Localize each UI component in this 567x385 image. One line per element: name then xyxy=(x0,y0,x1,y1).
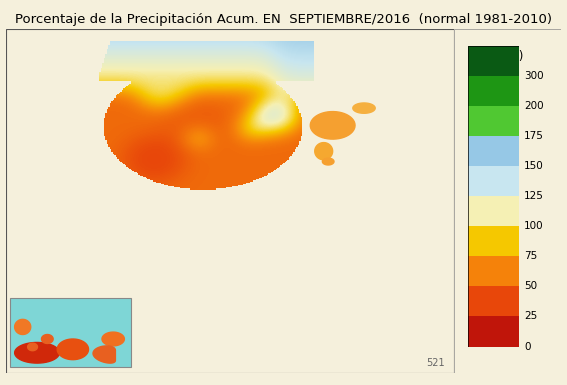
Bar xyxy=(468,46,519,76)
Text: 300: 300 xyxy=(524,71,544,81)
Polygon shape xyxy=(93,346,116,363)
Bar xyxy=(468,76,519,106)
Polygon shape xyxy=(353,103,375,113)
Polygon shape xyxy=(15,319,31,335)
Bar xyxy=(468,166,519,196)
Polygon shape xyxy=(57,339,88,360)
Text: 0: 0 xyxy=(524,341,530,352)
Text: 50: 50 xyxy=(524,281,537,291)
Polygon shape xyxy=(102,332,124,346)
Polygon shape xyxy=(310,112,355,139)
Text: 100: 100 xyxy=(524,221,544,231)
Bar xyxy=(10,298,131,367)
Text: 25: 25 xyxy=(524,311,537,321)
Bar xyxy=(468,226,519,256)
Polygon shape xyxy=(15,342,60,363)
Polygon shape xyxy=(323,158,334,165)
Text: 150: 150 xyxy=(524,161,544,171)
Polygon shape xyxy=(41,335,53,343)
Bar xyxy=(468,136,519,166)
Text: 200: 200 xyxy=(524,101,544,111)
Polygon shape xyxy=(315,142,333,160)
Bar xyxy=(468,256,519,286)
Bar xyxy=(468,286,519,316)
Text: (%): (%) xyxy=(503,50,523,62)
Polygon shape xyxy=(28,343,37,351)
Text: 521: 521 xyxy=(426,358,445,368)
Text: 75: 75 xyxy=(524,251,537,261)
Bar xyxy=(468,196,519,226)
Text: 125: 125 xyxy=(524,191,544,201)
Text: 175: 175 xyxy=(524,131,544,141)
Bar xyxy=(468,106,519,136)
Text: Porcentaje de la Precipitación Acum. EN  SEPTIEMBRE/2016  (normal 1981-2010): Porcentaje de la Precipitación Acum. EN … xyxy=(15,13,552,27)
Bar xyxy=(468,316,519,346)
